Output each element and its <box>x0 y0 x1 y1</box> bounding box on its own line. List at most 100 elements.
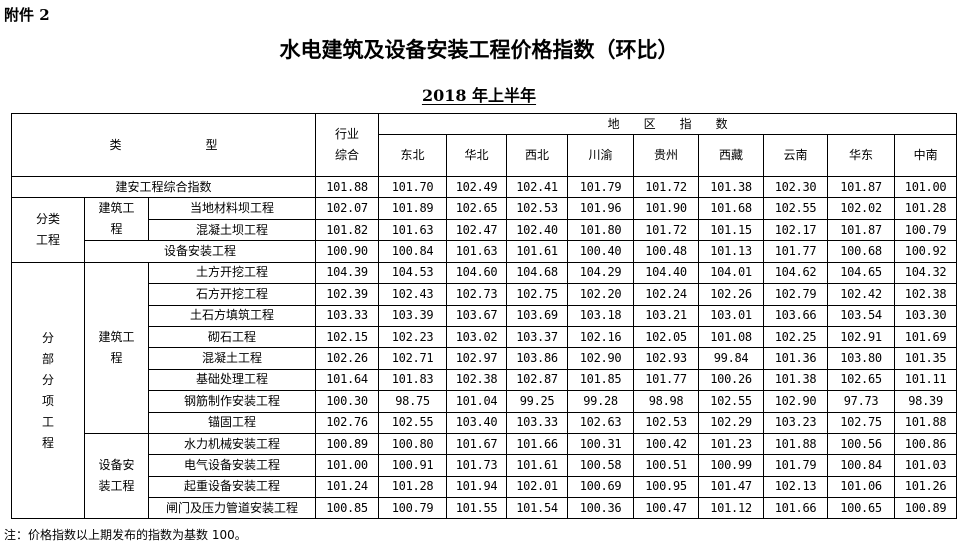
region-value-cell: 100.91 <box>378 454 448 477</box>
region-value-cell: 103.80 <box>827 347 896 370</box>
region-value-cell: 102.24 <box>633 283 700 306</box>
region-value-cell: 102.47 <box>446 218 508 242</box>
region-value-cell: 102.38 <box>894 283 958 306</box>
row-label: 当地材料坝工程 <box>147 197 317 220</box>
region-header: 中南 <box>894 134 958 177</box>
region-value-cell: 100.36 <box>567 497 635 520</box>
region-value-cell: 101.08 <box>698 325 765 349</box>
industry-value-cell: 102.15 <box>315 325 380 349</box>
table-row: 砌石工程 102.15 102.23 103.02 103.37 102.16 102.05… <box>12 325 958 349</box>
region-value-cell: 101.26 <box>894 475 958 499</box>
region-value-cell: 102.71 <box>378 347 448 370</box>
region-value-cell: 104.62 <box>763 261 829 285</box>
region-value-cell: 101.55 <box>446 497 508 520</box>
table-row: 基础处理工程 101.64 101.83 102.38 102.87 101.85 101.… <box>12 368 958 392</box>
group-classified: 分类 工程 <box>11 197 85 263</box>
row-label: 建安工程综合指数 <box>10 175 317 199</box>
region-value-cell: 101.28 <box>378 475 448 499</box>
region-value-cell: 101.38 <box>763 368 829 392</box>
region-value-cell: 102.55 <box>378 411 448 434</box>
region-value-cell: 101.83 <box>378 368 448 392</box>
industry-value-cell: 102.07 <box>315 197 380 220</box>
region-value-cell: 102.43 <box>378 283 448 306</box>
region-header: 云南 <box>763 134 829 177</box>
footnote: 注：价格指数以上期发布的指数为基数 100。 <box>4 528 247 542</box>
row-label: 水力机械安装工程 <box>147 432 317 456</box>
attachment-label: 附件 2 <box>4 6 50 24</box>
region-value-cell: 104.01 <box>698 261 765 285</box>
region-value-cell: 102.25 <box>763 325 829 349</box>
region-header: 华东 <box>827 134 896 177</box>
region-value-cell: 102.75 <box>827 411 896 434</box>
region-value-cell: 99.28 <box>567 390 635 413</box>
row-label: 砌石工程 <box>147 325 317 349</box>
region-value-cell: 100.58 <box>567 454 635 477</box>
region-value-cell: 100.65 <box>827 497 896 520</box>
region-value-cell: 102.73 <box>446 283 508 306</box>
region-value-cell: 102.05 <box>633 325 700 349</box>
industry-value-cell: 101.88 <box>315 175 380 199</box>
region-value-cell: 102.41 <box>506 175 569 199</box>
region-value-cell: 101.28 <box>894 197 958 220</box>
region-value-cell: 98.98 <box>633 390 700 413</box>
region-value-cell: 101.47 <box>698 475 765 499</box>
region-value-cell: 102.02 <box>827 197 896 220</box>
price-index-table: 类 型 行业 综合 地 区 指 数 东北 华北 西北 川渝 贵州 西藏 云南 华东 中南 建安工… <box>10 113 958 520</box>
industry-value-cell: 101.64 <box>315 368 380 392</box>
region-value-cell: 103.54 <box>827 304 896 327</box>
region-value-cell: 102.93 <box>633 347 700 370</box>
region-value-cell: 101.72 <box>633 175 700 199</box>
region-value-cell: 100.84 <box>378 240 448 263</box>
region-value-cell: 100.26 <box>698 368 765 392</box>
region-value-cell: 100.86 <box>894 432 958 456</box>
region-header: 东北 <box>378 134 448 177</box>
region-value-cell: 102.65 <box>827 368 896 392</box>
region-value-cell: 104.65 <box>827 261 896 285</box>
row-label: 起重设备安装工程 <box>147 475 317 499</box>
region-value-cell: 100.95 <box>633 475 700 499</box>
region-value-cell: 103.37 <box>506 325 569 349</box>
group-construction: 建筑工 程 <box>84 261 149 434</box>
region-value-cell: 101.35 <box>894 347 958 370</box>
table-row: 设备安装工程 100.90 100.84 101.63 101.61 100.40 100… <box>12 240 958 263</box>
region-value-cell: 101.67 <box>446 432 508 456</box>
period-text: 2018 年上半年 <box>421 86 537 105</box>
region-value-cell: 101.63 <box>378 218 448 242</box>
region-value-cell: 99.25 <box>506 390 569 413</box>
region-value-cell: 101.11 <box>894 368 958 392</box>
region-header: 川渝 <box>567 134 635 177</box>
region-value-cell: 102.13 <box>763 475 829 499</box>
region-value-cell: 101.70 <box>378 175 448 199</box>
region-value-cell: 104.60 <box>446 261 508 285</box>
row-label: 闸门及压力管道安装工程 <box>147 497 317 520</box>
industry-value-cell: 104.39 <box>315 261 380 285</box>
industry-value-cell: 101.82 <box>315 218 380 242</box>
region-value-cell: 102.01 <box>506 475 569 499</box>
region-value-cell: 101.88 <box>763 432 829 456</box>
table-row: 石方开挖工程 102.39 102.43 102.73 102.75 102.20 102.… <box>12 283 958 306</box>
region-value-cell: 101.54 <box>506 497 569 520</box>
region-value-cell: 102.26 <box>698 283 765 306</box>
region-value-cell: 101.63 <box>446 240 508 263</box>
region-value-cell: 99.84 <box>698 347 765 370</box>
region-value-cell: 100.92 <box>894 240 958 263</box>
region-value-cell: 102.75 <box>506 283 569 306</box>
industry-value-cell: 101.00 <box>315 454 380 477</box>
table-row: 设备安 装工程 水力机械安装工程 100.89 100.80 101.67 101.6… <box>12 432 958 520</box>
table-row: 分类 工程 建筑工 程 当地材料坝工程 102.07 101.89 102.65 10… <box>11 197 958 263</box>
region-value-cell: 100.31 <box>567 432 635 456</box>
region-value-cell: 101.73 <box>446 454 508 477</box>
region-value-cell: 102.42 <box>827 283 896 306</box>
region-value-cell: 103.67 <box>446 304 508 327</box>
region-value-cell: 101.77 <box>633 368 700 392</box>
type-header: 类 型 <box>10 113 317 177</box>
industry-value-cell: 100.85 <box>315 497 380 520</box>
table-row: 混凝土工程 102.26 102.71 102.97 103.86 102.90 102.9… <box>12 347 958 370</box>
period-subtitle: 2018 年上半年 <box>0 82 958 106</box>
region-value-cell: 100.40 <box>567 240 635 263</box>
region-value-cell: 101.96 <box>567 197 635 220</box>
table-row: 闸门及压力管道安装工程 100.85 100.79 101.55 101.54 100.3… <box>12 497 958 520</box>
region-value-cell: 100.99 <box>698 454 765 477</box>
industry-value-cell: 102.76 <box>315 411 380 434</box>
region-value-cell: 101.80 <box>567 218 635 242</box>
